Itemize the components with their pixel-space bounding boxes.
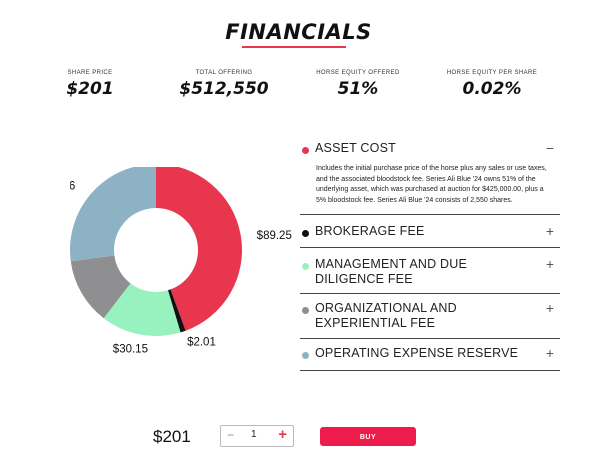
- accordion-item-management-fee[interactable]: MANAGEMENT AND DUE DILIGENCE FEE +: [300, 257, 560, 287]
- stat-value: 51%: [337, 79, 379, 99]
- accordion-item-operating-reserve[interactable]: OPERATING EXPENSE RESERVE +: [300, 346, 560, 361]
- expand-icon[interactable]: +: [545, 345, 554, 361]
- stat-label: SHARE PRICE: [67, 70, 113, 76]
- legend-dot: [302, 147, 309, 154]
- accordion-header[interactable]: ORGANIZATIONAL AND EXPERIENTIAL FEE +: [300, 301, 560, 331]
- accordion-label: OPERATING EXPENSE RESERVE: [315, 346, 519, 360]
- accordion-label: MANAGEMENT AND DUE DILIGENCE FEE: [315, 257, 468, 286]
- data-label: $2.01: [187, 337, 216, 349]
- purchase-price: $201: [153, 427, 191, 446]
- legend-dot: [302, 263, 309, 270]
- legend-dot: [302, 352, 309, 359]
- divider: [300, 247, 560, 248]
- title-underline: [242, 46, 346, 48]
- accordion-item-organizational-fee[interactable]: ORGANIZATIONAL AND EXPERIENTIAL FEE +: [300, 301, 560, 331]
- divider: [300, 370, 560, 371]
- accordion-label: ASSET COST: [315, 141, 396, 155]
- stat-share-price: SHARE PRICE $201: [30, 70, 150, 99]
- data-label: $89.25: [257, 230, 292, 242]
- accordion-item-brokerage-fee[interactable]: BROKERAGE FEE +: [300, 224, 560, 239]
- donut-slice-operating-expense-reserve: [70, 167, 156, 262]
- accordion-label: BROKERAGE FEE: [315, 224, 425, 238]
- stat-total-offering: TOTAL OFFERING $512,550: [164, 70, 284, 99]
- stat-label: HORSE EQUITY PER SHARE: [446, 70, 538, 76]
- accordion-header[interactable]: ASSET COST −: [300, 141, 560, 156]
- expand-icon[interactable]: +: [545, 256, 554, 272]
- accordion-item-asset-cost[interactable]: ASSET COST − Includes the initial purcha…: [300, 141, 560, 206]
- collapse-icon[interactable]: −: [545, 140, 554, 156]
- stat-value: $201: [66, 79, 114, 99]
- accordion-header[interactable]: BROKERAGE FEE +: [300, 224, 560, 239]
- divider: [300, 338, 560, 339]
- legend-dot: [302, 230, 309, 237]
- accordion-description: Includes the initial purchase price of t…: [316, 165, 547, 204]
- fee-donut-chart: $89.25$2.01$30.15$25.13$54.46: [70, 167, 292, 356]
- quantity-value[interactable]: 1: [251, 429, 257, 440]
- increment-button[interactable]: +: [278, 426, 287, 443]
- data-label: $30.15: [113, 344, 148, 356]
- donut-slice-organizational-and-experiential-fee: [70, 255, 131, 319]
- decrement-button[interactable]: −: [227, 428, 235, 442]
- expand-icon[interactable]: +: [545, 223, 554, 239]
- expand-icon[interactable]: +: [545, 300, 554, 316]
- accordion-label: ORGANIZATIONAL AND EXPERIENTIAL FEE: [315, 301, 457, 330]
- data-label: $54.46: [70, 180, 75, 192]
- stat-label: HORSE EQUITY OFFERED: [316, 70, 400, 76]
- divider: [300, 214, 560, 215]
- page-title: FINANCIALS: [225, 20, 372, 44]
- donut-slice-brokerage-fee: [167, 289, 186, 333]
- accordion-header[interactable]: MANAGEMENT AND DUE DILIGENCE FEE +: [300, 257, 560, 287]
- stat-value: $512,550: [179, 79, 269, 99]
- donut-slice-management-and-due-diligence-fee: [103, 283, 181, 336]
- buy-button[interactable]: BUY: [320, 427, 416, 446]
- stat-horse-equity-offered: HORSE EQUITY OFFERED 51%: [298, 70, 418, 99]
- quantity-stepper[interactable]: − 1 +: [220, 425, 294, 447]
- stat-value: 0.02%: [462, 79, 522, 99]
- accordion-header[interactable]: OPERATING EXPENSE RESERVE +: [300, 346, 560, 361]
- stat-label: TOTAL OFFERING: [195, 70, 253, 76]
- legend-dot: [302, 307, 309, 314]
- stat-horse-equity-per-share: HORSE EQUITY PER SHARE 0.02%: [432, 70, 552, 99]
- divider: [300, 293, 560, 294]
- donut-slice-asset-cost: [156, 167, 243, 331]
